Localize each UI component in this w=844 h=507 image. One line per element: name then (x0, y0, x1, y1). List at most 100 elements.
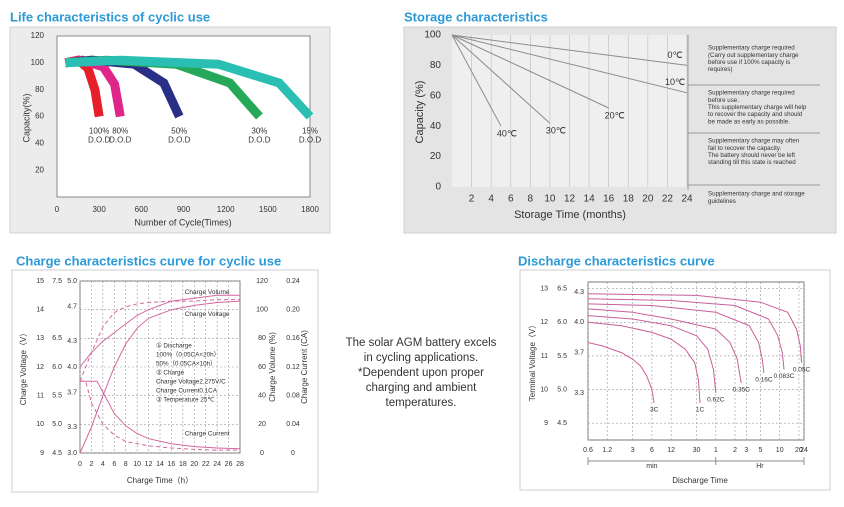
y-tick-label: 6.0 (52, 364, 62, 371)
series-label: 0.62C (707, 397, 725, 404)
x-tick-label: 18 (623, 194, 635, 205)
y-tick-label: 6.5 (52, 335, 62, 342)
x-tick-label: 2 (733, 447, 737, 454)
legend-note: ② Charge (156, 370, 185, 377)
x-tick-label: 1500 (259, 205, 277, 214)
x-tick-label: 10 (776, 447, 784, 454)
note-line: guidelines (708, 198, 736, 205)
series-note: D.O.D (299, 136, 321, 145)
y-tick-label: 10 (540, 386, 548, 393)
series-label: 1C (696, 407, 705, 414)
y-tick-label: 4.0 (67, 364, 77, 371)
x-tick-label: 14 (156, 461, 164, 468)
series-label: 50% (171, 127, 187, 136)
y-axis-label: Capacity(%) (21, 93, 31, 142)
series-label: 0.083C (773, 373, 794, 380)
series-line (65, 55, 314, 120)
x-tick-label: 22 (202, 461, 210, 468)
x-tick-label: 22 (662, 194, 674, 205)
y-tick-label: 12 (540, 319, 548, 326)
legend-note: ① Discharge (156, 343, 192, 350)
legend-note: 100%（0.05CA×20h） (156, 352, 220, 359)
y-tick-label: 100 (31, 58, 45, 67)
y-tick-label: 0.08 (286, 393, 300, 400)
y-axis-label: Charge Voltage（V） (19, 329, 28, 406)
series-label: 30℃ (546, 126, 566, 136)
y-tick-label: 0.12 (286, 364, 300, 371)
chart-title: Life characteristics of cyclic use (10, 9, 210, 24)
caption-line: temperatures. (386, 397, 457, 409)
series-label: 0.05C (793, 366, 811, 373)
y-tick-label: 40 (258, 393, 266, 400)
y-tick-label: 60 (430, 90, 442, 101)
series-line (587, 298, 785, 370)
series-line (451, 34, 688, 66)
x-tick-label: 16 (603, 194, 615, 205)
series-line (451, 34, 502, 127)
series-line (80, 380, 240, 451)
y-tick-label: 60 (35, 112, 44, 121)
x-tick-label: 16 (168, 461, 176, 468)
x-tick-label: 10 (133, 461, 141, 468)
chart-title: Discharge characteristics curve (518, 253, 715, 268)
series-line (587, 308, 742, 383)
y-tick-label: 100 (256, 307, 268, 314)
y-tick-label: 14 (36, 307, 44, 314)
series-line (587, 293, 803, 363)
x-tick-label: 3 (744, 447, 748, 454)
x-tick-label: 300 (92, 205, 106, 214)
x-tick-label: 18 (179, 461, 187, 468)
y-tick-label: 20 (430, 151, 442, 162)
series-label: Charge Volume (185, 289, 230, 296)
y-tick-label: 3.0 (67, 450, 77, 457)
series-line (587, 315, 717, 393)
note-line: requires) (708, 66, 732, 73)
note-line: standing till this state is reached (708, 159, 796, 166)
y-tick-label: 0 (291, 450, 295, 457)
series-line (79, 299, 240, 382)
x-tick-label: 2 (469, 194, 475, 205)
series-label: 100% (89, 127, 109, 136)
series-line (80, 380, 241, 450)
x-tick-label: 8 (528, 194, 534, 205)
note-line: The battery should never be left (708, 152, 795, 159)
y-tick-label: 12 (36, 364, 44, 371)
series-line (451, 34, 688, 94)
x-unit: Hr (756, 463, 764, 470)
x-tick-label: 0 (78, 461, 82, 468)
caption-line: *Dependent upon proper (358, 367, 484, 379)
y-tick-label: 4.5 (52, 450, 62, 457)
y-axis-label: Charge Current (CA) (300, 330, 309, 404)
series-label: 10℃ (665, 77, 685, 87)
x-tick-label: 6 (650, 447, 654, 454)
note-line: Supplementary charge and storage (708, 191, 805, 198)
y-tick-label: 10 (36, 421, 44, 428)
series-label: 3C (650, 407, 659, 414)
y-tick-label: 6.5 (557, 286, 567, 293)
x-tick-label: 8 (124, 461, 128, 468)
x-tick-label: 2 (89, 461, 93, 468)
series-label: 80% (112, 127, 128, 136)
x-axis-label: Storage Time (months) (514, 209, 626, 221)
series-line (451, 34, 551, 124)
y-tick-label: 0 (435, 182, 441, 193)
series-label: 15% (302, 127, 318, 136)
series-note: D.O.D (248, 136, 270, 145)
series-label: 30% (251, 127, 267, 136)
x-tick-label: 5 (759, 447, 763, 454)
x-tick-label: 12 (564, 194, 576, 205)
series-label: Charge Voltage (185, 311, 230, 318)
x-tick-label: 12 (145, 461, 153, 468)
x-tick-label: 10 (544, 194, 556, 205)
y-tick-label: 0 (260, 450, 264, 457)
y-tick-label: 9 (544, 420, 548, 427)
y-tick-label: 0.24 (286, 278, 300, 285)
y-tick-label: 80 (258, 335, 266, 342)
x-tick-label: 24 (213, 461, 221, 468)
x-axis-label: Discharge Time (672, 476, 728, 485)
x-tick-label: 600 (135, 205, 149, 214)
y-tick-label: 11 (37, 393, 44, 400)
legend-note: 50%（0.05CA×10h） (156, 361, 216, 368)
y-tick-label: 40 (35, 138, 44, 147)
x-tick-label: 12 (667, 447, 675, 454)
